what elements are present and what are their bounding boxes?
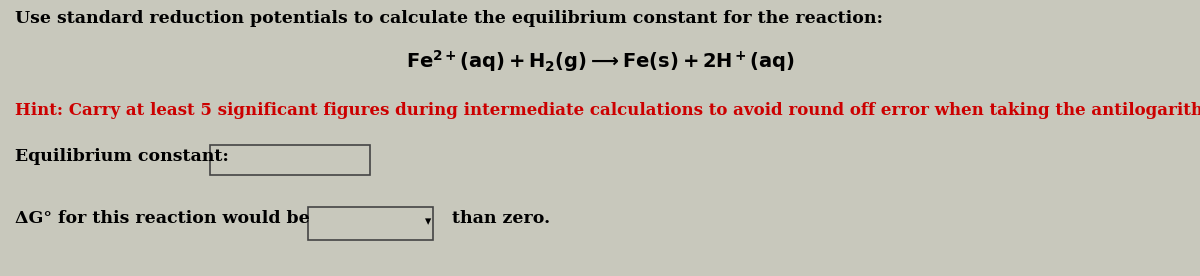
FancyBboxPatch shape: [210, 145, 370, 175]
Text: ▾: ▾: [425, 216, 431, 229]
Text: Equilibrium constant:: Equilibrium constant:: [14, 148, 229, 165]
Text: than zero.: than zero.: [440, 210, 550, 227]
Text: Hint: Carry at least 5 significant figures during intermediate calculations to a: Hint: Carry at least 5 significant figur…: [14, 102, 1200, 119]
Text: $\mathbf{Fe^{2+}(aq) + H_2(g)\longrightarrow Fe(s) + 2H^+(aq)}$: $\mathbf{Fe^{2+}(aq) + H_2(g)\longrighta…: [406, 48, 794, 74]
FancyBboxPatch shape: [308, 207, 433, 240]
Text: Use standard reduction potentials to calculate the equilibrium constant for the : Use standard reduction potentials to cal…: [14, 10, 883, 27]
Text: ΔG° for this reaction would be: ΔG° for this reaction would be: [14, 210, 310, 227]
